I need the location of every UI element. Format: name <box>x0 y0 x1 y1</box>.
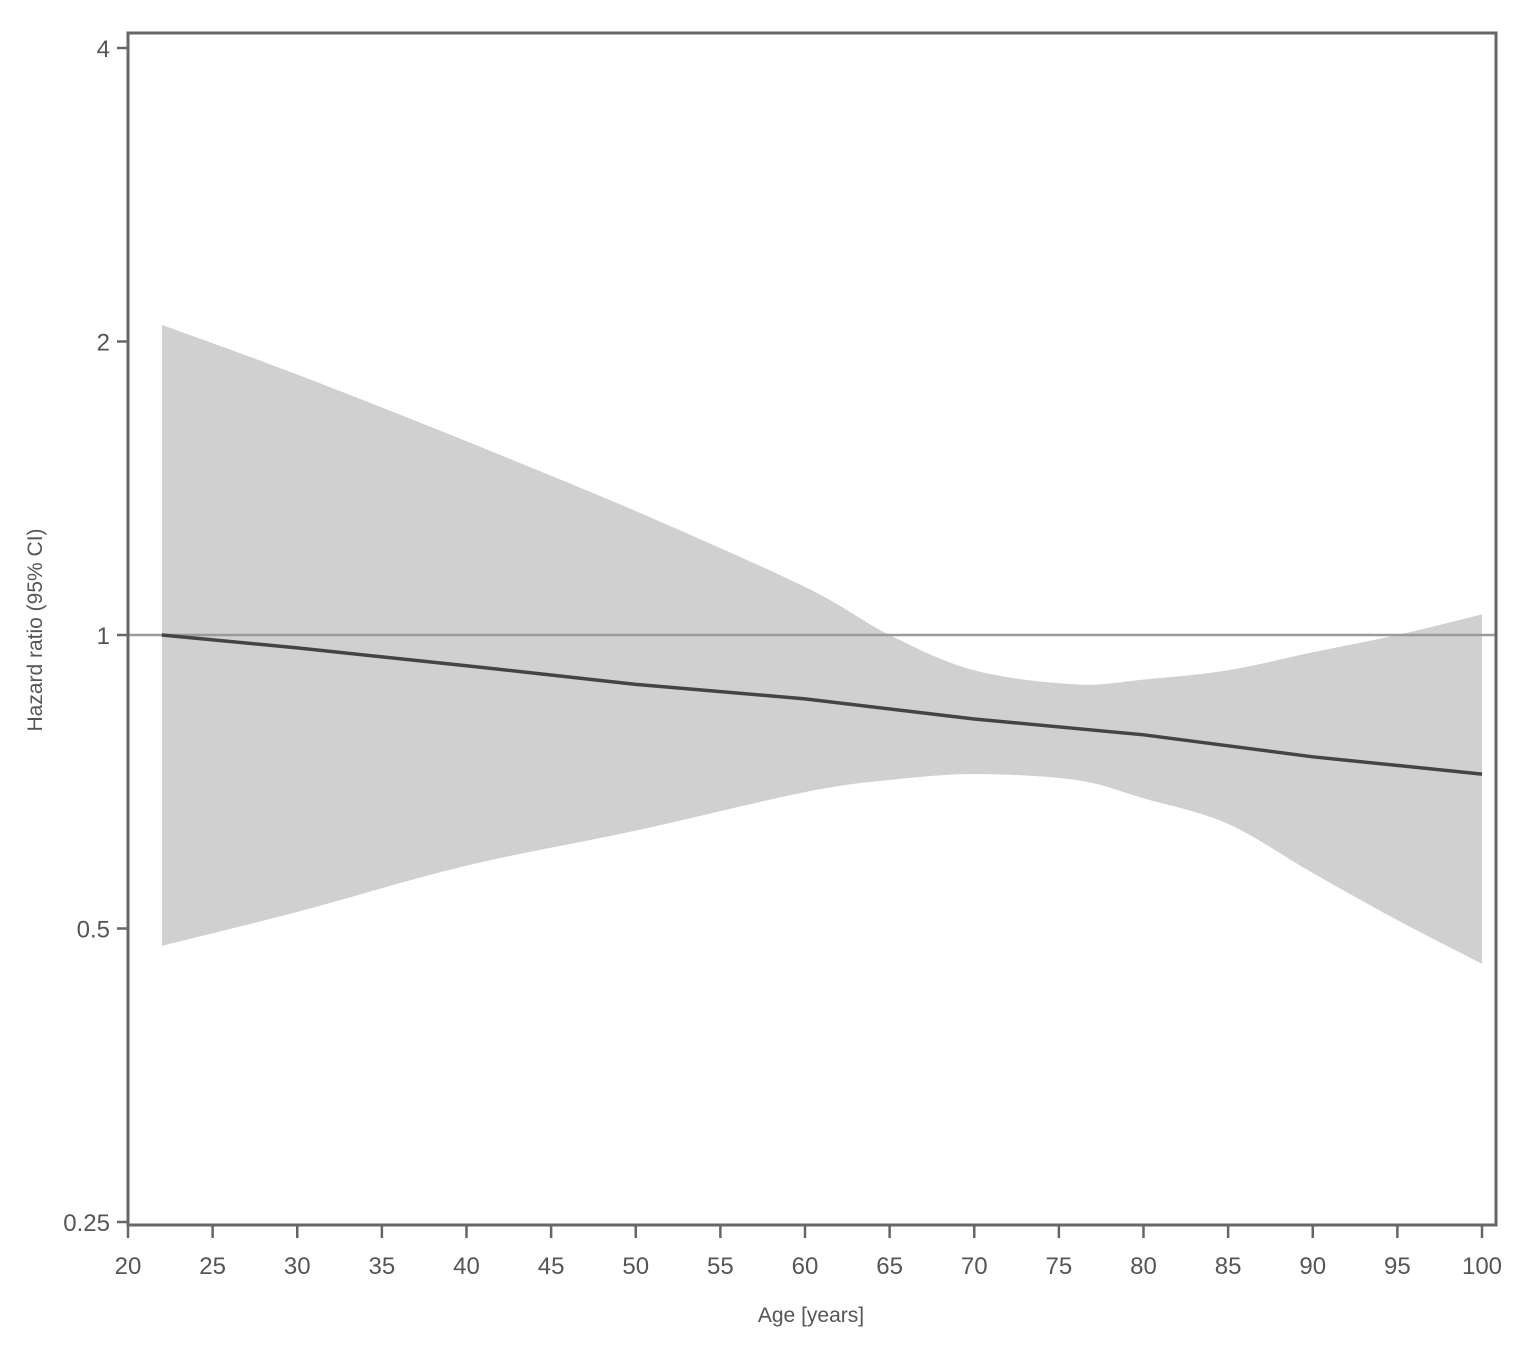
plot-frame <box>126 31 1498 1227</box>
confidence-interval-band <box>161 324 1483 964</box>
x-tick-label: 80 <box>1130 1253 1157 1280</box>
x-tick-label: 75 <box>1046 1253 1073 1280</box>
y-tick-label: 0.25 <box>63 1210 110 1237</box>
x-tick-label: 35 <box>369 1253 396 1280</box>
y-axis-title: Hazard ratio (95% CI) <box>24 528 47 731</box>
x-tick-label: 65 <box>876 1253 903 1280</box>
x-tick-label: 25 <box>199 1253 226 1280</box>
x-axis: 20 25 30 35 40 45 50 55 60 65 70 75 80 85 90 95 100 <box>115 1225 1502 1280</box>
x-tick-label: 20 <box>115 1253 142 1280</box>
x-tick-label: 50 <box>622 1253 649 1280</box>
x-tick-label: 40 <box>453 1253 480 1280</box>
x-tick-label: 90 <box>1299 1253 1326 1280</box>
y-tick-label: 1 <box>97 623 110 650</box>
x-tick-label: 60 <box>792 1253 819 1280</box>
x-tick-label: 55 <box>707 1253 734 1280</box>
x-tick-label: 85 <box>1215 1253 1242 1280</box>
hazard-ratio-line <box>161 633 1483 776</box>
x-tick-label: 100 <box>1462 1253 1502 1280</box>
x-tick-label: 30 <box>284 1253 311 1280</box>
y-tick-label: 2 <box>97 330 110 357</box>
x-tick-label: 45 <box>538 1253 565 1280</box>
y-tick-label: 0.5 <box>77 917 110 944</box>
x-axis-title: Age [years] <box>758 1304 864 1327</box>
y-tick-label: 4 <box>97 36 110 63</box>
y-axis: 0.25 0.5 1 2 4 <box>63 36 128 1237</box>
x-tick-label: 95 <box>1384 1253 1411 1280</box>
plot-area <box>128 324 1496 964</box>
x-tick-label: 70 <box>961 1253 988 1280</box>
